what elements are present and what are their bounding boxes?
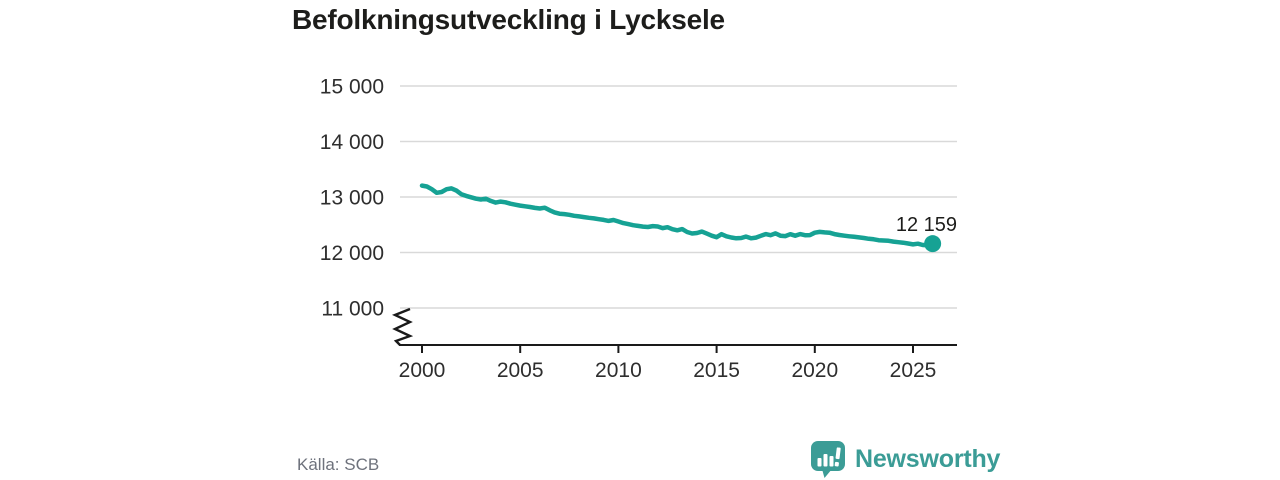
newsworthy-logo[interactable]: Newsworthy bbox=[810, 440, 1000, 478]
y-tick-label: 15 000 bbox=[320, 76, 384, 99]
bar-chart-glyph bbox=[817, 447, 841, 467]
y-tick-label: 13 000 bbox=[320, 187, 384, 210]
newsworthy-logo-text: Newsworthy bbox=[855, 444, 1001, 473]
population-line bbox=[419, 183, 935, 248]
x-tick-label: 2000 bbox=[399, 359, 446, 382]
x-tick-label: 2015 bbox=[693, 359, 740, 382]
newsworthy-logo-icon bbox=[810, 440, 846, 478]
x-tick-label: 2020 bbox=[791, 359, 838, 382]
source-label: Källa: SCB bbox=[297, 455, 380, 474]
x-tick-label: 2010 bbox=[595, 359, 642, 382]
chart-title: Befolkningsutveckling i Lycksele bbox=[292, 4, 725, 35]
end-value-label: 12 159 bbox=[896, 214, 957, 236]
x-tick-label: 2025 bbox=[890, 359, 937, 382]
y-tick-label: 11 000 bbox=[321, 298, 384, 321]
end-point-marker bbox=[924, 235, 942, 253]
population-line-chart: 15 000 14 000 13 000 12 000 11 000 2000 2005 20… bbox=[320, 76, 957, 382]
speech-bubble-shape bbox=[811, 441, 845, 478]
x-tick-label: 2005 bbox=[497, 359, 544, 382]
exclamation-glyph bbox=[834, 447, 841, 467]
y-tick-label: 12 000 bbox=[320, 242, 384, 265]
axis-break-icon bbox=[391, 307, 414, 346]
y-tick-label: 14 000 bbox=[320, 131, 384, 154]
